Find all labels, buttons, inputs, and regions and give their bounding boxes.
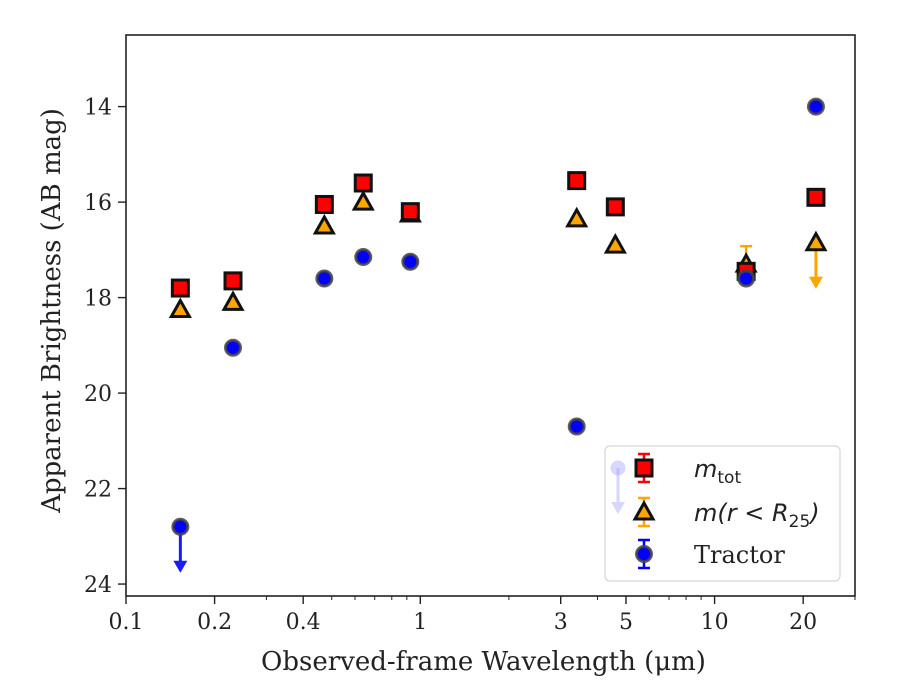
tractor-point [354,248,373,267]
m-r25-point [603,233,627,254]
legend: mtot m(r < R25) Tractor [604,445,841,582]
legend-marker-triangle [632,499,656,521]
y-tick-label: 16 [84,191,112,216]
legend-label-subscript: 25 [789,512,811,532]
m-tot-point [353,173,373,193]
upper-limit-arrow-head [173,560,188,573]
x-tick-label: 0.4 [286,610,321,635]
m-r25-point [804,230,828,252]
legend-label-base: Tractor [694,541,785,569]
x-tick-label: 1 [413,610,427,635]
y-tick-label: 14 [84,96,112,121]
legend-label-subscript: tot [717,468,741,488]
x-tick-label: 20 [789,610,817,635]
legend-label-base: m [694,455,717,483]
m-tot-point [170,278,190,298]
tractor-point [401,252,420,271]
tractor-point [224,338,243,357]
x-tick-label: 3 [554,610,568,635]
plot-frame [125,34,856,597]
legend-label-suffix: ) [808,499,819,527]
upper-limit-arrow-head [611,502,625,514]
x-tick-label: 0.1 [109,610,144,635]
m-tot-point [314,194,334,214]
m-r25-point [221,290,245,311]
tractor-point [567,417,586,436]
upper-limit-arrow-head [808,276,823,289]
legend-box [604,445,841,582]
x-tick-label: 5 [619,610,633,635]
m-r25-point [168,297,192,319]
legend-label: m(r < R25) [694,499,820,532]
m-r25-point [351,190,375,211]
y-tick-label: 24 [84,573,112,598]
m-tot-point [567,171,587,191]
x-tick-label: 0.2 [197,610,232,635]
tractor-point [315,269,334,288]
legend-marker-square [634,458,654,478]
m-tot-point [223,271,243,291]
legend-label-base: m(r < R [694,499,789,527]
m-r25-point [312,213,336,235]
tractor-point [171,517,190,536]
legend-label: mtot [694,455,741,488]
m-r25-point [565,206,589,228]
legend-marker-circle [635,545,653,563]
tractor-point [737,269,756,288]
legend-label: Tractor [694,541,785,569]
tractor-point [806,97,825,116]
m-tot-point [806,187,826,207]
y-tick-label: 18 [84,287,112,312]
y-tick-label: 22 [84,478,112,503]
y-tick-label: 20 [84,382,112,407]
m-tot-point [605,197,625,217]
legend-occluded-point [610,460,626,476]
x-axis-title: Observed-frame Wavelength (μm) [261,647,706,677]
y-axis-title: Apparent Brightness (AB mag) [37,108,67,514]
legend-occluded-arrow [611,468,625,514]
x-tick-label: 10 [701,610,729,635]
m-tot-point [400,202,420,222]
